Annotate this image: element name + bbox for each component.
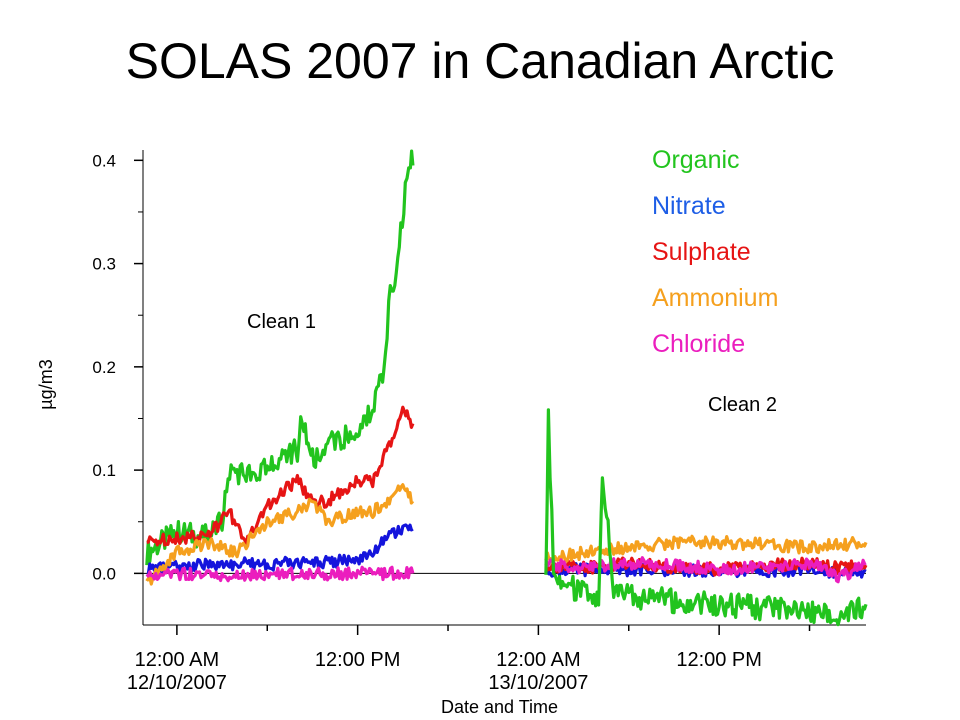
series-line-chloride xyxy=(544,556,867,584)
x-tick-label-time: 12:00 PM xyxy=(315,649,401,671)
y-tick-label: 0.0 xyxy=(92,564,116,583)
legend-item-sulphate: Sulphate xyxy=(652,238,751,266)
legend-item-organic: Organic xyxy=(652,146,740,174)
x-tick-label-date: 13/10/2007 xyxy=(488,672,588,694)
legend-item-ammonium: Ammonium xyxy=(652,284,779,312)
x-tick-label-date: 12/10/2007 xyxy=(127,672,227,694)
y-tick-label: 0.1 xyxy=(92,461,116,480)
y-tick-label: 0.2 xyxy=(92,358,116,377)
x-tick-label-time: 12:00 PM xyxy=(676,649,762,671)
x-tick-label-time: 12:00 AM xyxy=(135,649,220,671)
x-tick-label-time: 12:00 AM xyxy=(496,649,581,671)
annotation-clean-2: Clean 2 xyxy=(708,394,777,416)
series-line-organic xyxy=(145,149,415,566)
legend-item-chloride: Chloride xyxy=(652,330,746,358)
annotation-clean-1: Clean 1 xyxy=(247,311,316,333)
y-axis-title: µg/m3 xyxy=(36,359,56,409)
legend-item-nitrate: Nitrate xyxy=(652,192,726,220)
chart-title: SOLAS 2007 in Canadian Arctic xyxy=(125,33,835,89)
y-tick-label: 0.3 xyxy=(92,255,116,274)
series-group xyxy=(145,149,868,627)
series-line-ammonium xyxy=(145,483,415,586)
series-line-sulphate xyxy=(146,405,415,547)
x-axis-title: Date and Time xyxy=(441,697,558,717)
series-line-chloride xyxy=(145,565,415,583)
series-line-organic xyxy=(544,408,868,627)
y-tick-label: 0.4 xyxy=(92,151,116,170)
